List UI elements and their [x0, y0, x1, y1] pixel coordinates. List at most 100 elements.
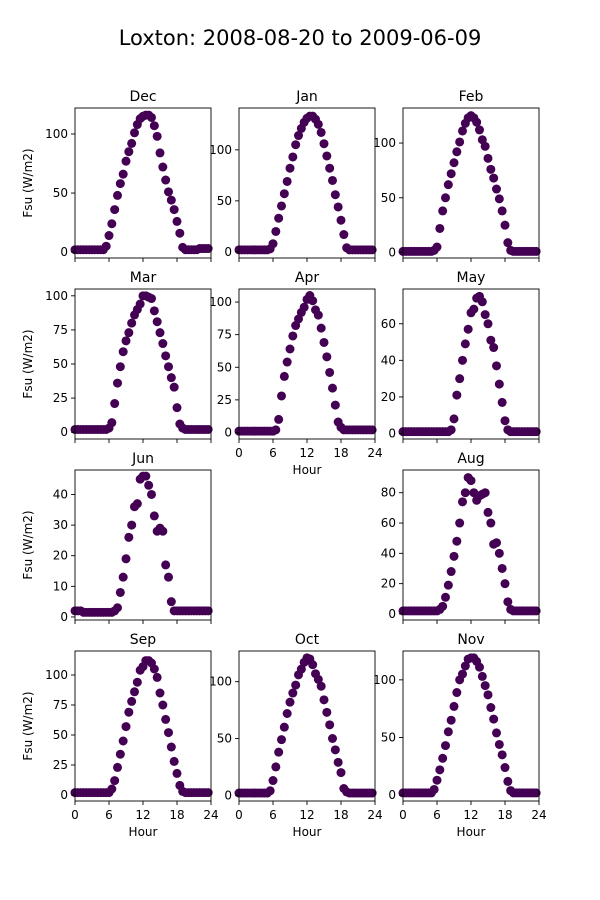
- data-points: [234, 291, 377, 436]
- x-tick-label: 12: [135, 808, 150, 822]
- panel-nov: Nov 0 50 100 0 6 12 18 24 Hour: [373, 632, 547, 839]
- data-point: [497, 750, 507, 760]
- data-point: [203, 606, 213, 616]
- x-tick-label: 18: [333, 808, 348, 822]
- data-point: [203, 424, 213, 434]
- data-point: [438, 206, 448, 216]
- data-point: [124, 147, 134, 157]
- data-point: [277, 201, 286, 211]
- data-point: [503, 238, 513, 248]
- y-tick-label: 100: [45, 668, 68, 682]
- data-point: [531, 606, 541, 616]
- data-point: [115, 749, 125, 759]
- data-point: [333, 202, 343, 212]
- data-point: [494, 548, 504, 558]
- data-point: [118, 572, 128, 582]
- data-point: [155, 328, 165, 338]
- data-point: [503, 597, 513, 607]
- data-point: [161, 560, 171, 570]
- data-point: [469, 304, 479, 314]
- data-point: [435, 765, 445, 775]
- x-tick-label: 24: [531, 808, 546, 822]
- data-point: [291, 680, 301, 690]
- data-point: [472, 117, 482, 127]
- data-point: [308, 660, 318, 670]
- panel-title: May: [457, 270, 486, 286]
- panel-title: Jun: [131, 451, 154, 467]
- panel-dec: Dec 0 50 100 Fsu (W/m2): [21, 89, 213, 262]
- data-point: [115, 179, 125, 189]
- panel-title: Mar: [130, 270, 157, 286]
- data-point: [172, 216, 182, 226]
- data-point: [446, 425, 456, 435]
- y-tick-label: 20: [381, 390, 396, 404]
- data-point: [494, 379, 504, 389]
- data-point: [144, 480, 154, 490]
- y-tick-label: 100: [45, 289, 68, 303]
- data-point: [446, 169, 456, 179]
- data-point: [130, 687, 139, 697]
- panel-title: Feb: [459, 89, 484, 105]
- y-tick-label: 50: [217, 732, 232, 746]
- data-point: [328, 175, 337, 185]
- x-tick-label: 12: [463, 808, 478, 822]
- data-point: [367, 788, 377, 798]
- data-point: [452, 688, 462, 698]
- panel-oct: Oct 0 50 100 0 6 12 18 24 Hour: [209, 632, 383, 839]
- x-axis-label: Hour: [293, 825, 322, 839]
- x-tick-label: 24: [367, 808, 382, 822]
- data-point: [494, 194, 504, 204]
- data-point: [271, 226, 281, 236]
- data-point: [475, 125, 484, 135]
- data-point: [477, 671, 487, 681]
- data-point: [438, 601, 448, 611]
- data-point: [158, 162, 168, 172]
- data-point: [446, 567, 456, 577]
- data-point: [110, 205, 120, 215]
- data-point: [339, 230, 349, 240]
- data-point: [164, 728, 173, 738]
- data-point: [279, 189, 289, 199]
- data-points: [398, 291, 541, 437]
- data-point: [149, 511, 159, 521]
- data-point: [441, 741, 450, 751]
- data-point: [452, 147, 462, 157]
- x-tick-label: 12: [299, 808, 314, 822]
- data-point: [460, 488, 470, 498]
- y-tick-label: 0: [60, 425, 68, 439]
- data-point: [161, 351, 171, 361]
- data-point: [164, 187, 173, 197]
- data-point: [497, 206, 507, 216]
- data-point: [336, 768, 346, 778]
- y-tick-label: 40: [381, 353, 396, 367]
- data-point: [449, 414, 459, 424]
- data-point: [121, 336, 131, 346]
- data-point: [271, 425, 281, 435]
- data-point: [282, 176, 292, 186]
- y-tick-label: 100: [373, 673, 396, 687]
- data-point: [325, 163, 335, 173]
- y-tick-label: 50: [381, 191, 396, 205]
- y-tick-label: 75: [53, 323, 68, 337]
- data-point: [169, 756, 179, 766]
- data-point: [147, 489, 156, 499]
- data-point: [277, 735, 286, 745]
- x-tick-label: 0: [71, 808, 79, 822]
- data-point: [319, 695, 329, 705]
- panel-jun: Jun 0 10 20 30 40 Fsu (W/m2): [21, 451, 213, 624]
- panel-mar: Mar 0 25 50 75 100 Fsu (W/m2): [21, 270, 213, 443]
- data-point: [175, 228, 185, 238]
- data-point: [480, 310, 490, 320]
- data-point: [118, 169, 128, 179]
- x-tick-label: 18: [497, 808, 512, 822]
- data-point: [503, 776, 513, 786]
- data-point: [127, 138, 137, 148]
- y-tick-label: 100: [45, 127, 68, 141]
- data-point: [483, 319, 493, 329]
- data-point: [322, 151, 332, 161]
- x-tick-label: 0: [235, 446, 243, 460]
- data-point: [130, 128, 139, 138]
- y-tick-label: 0: [388, 788, 396, 802]
